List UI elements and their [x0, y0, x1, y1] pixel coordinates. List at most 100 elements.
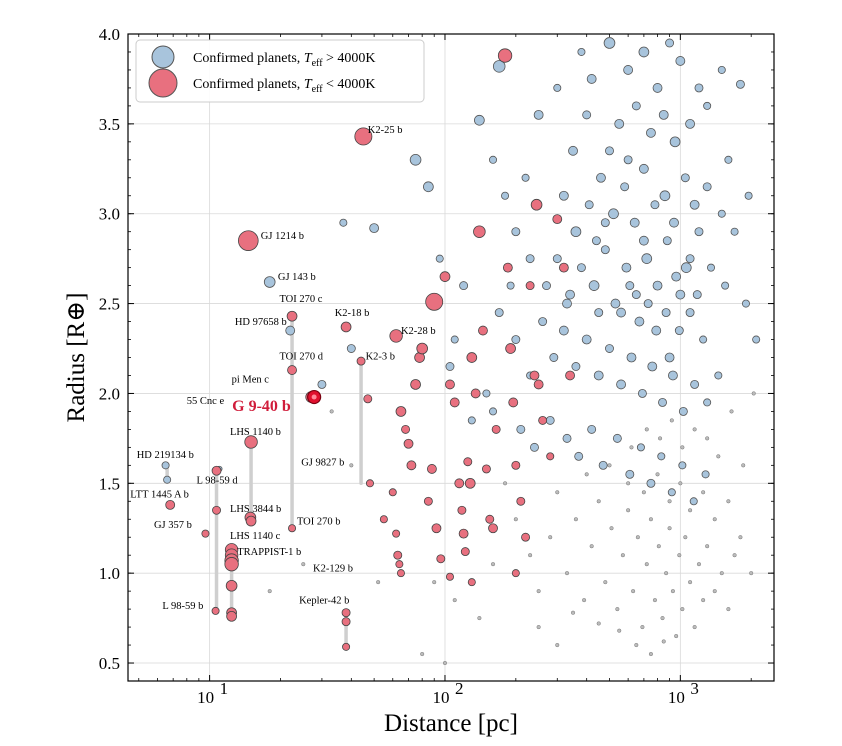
cool-planet-point [425, 292, 444, 311]
background-planet-point [503, 481, 508, 486]
planet-annotation: K2-25 b [368, 125, 403, 136]
planet-annotation: L 98-59 b [162, 601, 203, 612]
hot-planet-point [593, 370, 604, 381]
hot-planet-point [675, 56, 686, 66]
hot-planet-point [525, 254, 535, 264]
hot-planet-point [545, 415, 555, 425]
background-planet-point [376, 580, 381, 585]
cool-planet-point [403, 438, 414, 449]
planet-annotation: K2-129 b [313, 563, 353, 574]
hot-planet-point [620, 182, 630, 192]
hot-planet-point [643, 299, 653, 309]
cool-planet-point [389, 329, 403, 343]
cool-planet-point [354, 127, 373, 146]
cool-planet-point [511, 569, 520, 578]
hot-planet-point [489, 155, 498, 164]
cool-planet-point [497, 48, 513, 63]
cool-planet-point [341, 608, 351, 618]
cool-planet-point [356, 356, 366, 366]
x-tick-exponent: 2 [455, 679, 464, 698]
hot-planet-point [161, 461, 170, 470]
hot-planet-point [626, 352, 637, 363]
cool-planet-point [529, 370, 540, 381]
hot-planet-point [669, 136, 681, 148]
hot-planet-point [616, 307, 626, 318]
hot-planet-point [511, 227, 521, 237]
hot-planet-point [692, 290, 702, 300]
cool-planet-point [401, 424, 411, 434]
background-planet-point [729, 409, 734, 414]
background-planet-point [660, 616, 665, 621]
background-planet-point [741, 463, 746, 468]
background-planet-point [513, 517, 518, 522]
cool-planet-point [445, 379, 455, 390]
cool-planet-point [393, 550, 403, 560]
background-planet-point [555, 643, 560, 648]
hot-planet-point [701, 470, 710, 479]
cool-planet-point [287, 365, 297, 375]
hot-planet-point [511, 335, 521, 344]
hot-planet-point [744, 191, 753, 200]
background-planet-point [712, 517, 717, 522]
hot-planet-point [678, 406, 688, 416]
x-axis-title: Distance [pc] [384, 710, 518, 737]
hot-planet-point [665, 38, 675, 48]
hot-planet-point [562, 298, 572, 309]
hot-planet-point [581, 334, 592, 345]
hot-planet-point [596, 172, 606, 183]
background-planet-point [607, 463, 612, 468]
hot-planet-point [492, 60, 506, 73]
hot-planet-point [652, 280, 663, 291]
background-planet-point [688, 580, 693, 585]
cool-planet-point [406, 460, 417, 471]
hot-planet-point [629, 217, 640, 228]
hot-planet-point [669, 217, 679, 228]
cool-planet-point [431, 523, 442, 534]
cool-planet-point [211, 465, 222, 476]
background-planet-point [670, 589, 675, 594]
hot-planet-point [659, 190, 671, 202]
background-planet-point [656, 544, 661, 549]
cool-planet-point [392, 529, 401, 538]
hot-planet-point [317, 380, 327, 389]
hot-planet-point [369, 223, 380, 234]
planet-annotation: HD 219134 b [137, 450, 194, 461]
cool-planet-point [342, 642, 351, 651]
y-tick-label: 3.5 [99, 115, 120, 134]
hot-planet-point [570, 226, 582, 238]
hot-planet-point [285, 325, 296, 336]
cool-planet-point [558, 262, 569, 273]
tick-layer: 0.5 1.0 1.5 2.0 2.5 3.0 3.5 4.0 10 1 10 2 10 3 [99, 25, 774, 707]
y-tick-label: 1.5 [99, 474, 120, 493]
x-tick-label: 10 [197, 688, 214, 707]
legend-label: Confirmed planets, Teff > 4000K [193, 51, 376, 69]
background-planet-point [548, 535, 553, 540]
background-planet-point [732, 553, 737, 558]
hot-planet-point [714, 371, 723, 380]
hot-planet-point [707, 263, 716, 272]
cool-legend-marker [148, 68, 178, 98]
hot-planet-point [489, 407, 498, 416]
hot-planet-point [538, 317, 548, 327]
background-planet-point [329, 409, 334, 414]
background-planet-point [688, 508, 693, 513]
hot-planet-point [650, 200, 660, 210]
cool-planet-point [379, 515, 388, 524]
cool-planet-point [502, 262, 513, 273]
hot-planet-point [608, 208, 619, 220]
background-planet-point [629, 445, 634, 450]
background-planet-point [655, 472, 660, 477]
hot-planet-point [459, 281, 469, 291]
cool-planet-point [488, 523, 498, 534]
planet-annotation: TOI 270 d [279, 351, 323, 362]
highlight-annotation: G 9-40 b [232, 398, 291, 415]
background-planet-point [719, 571, 724, 576]
hot-planet-point [474, 114, 485, 126]
hot-planet-point [646, 478, 656, 488]
hot-planet-point [346, 344, 356, 353]
hot-planet-point [621, 262, 632, 273]
cool-planet-point [288, 524, 297, 533]
hot-planet-point [571, 362, 581, 371]
hot-planet-point [658, 109, 669, 120]
planet-annotation: GJ 357 b [154, 520, 192, 531]
